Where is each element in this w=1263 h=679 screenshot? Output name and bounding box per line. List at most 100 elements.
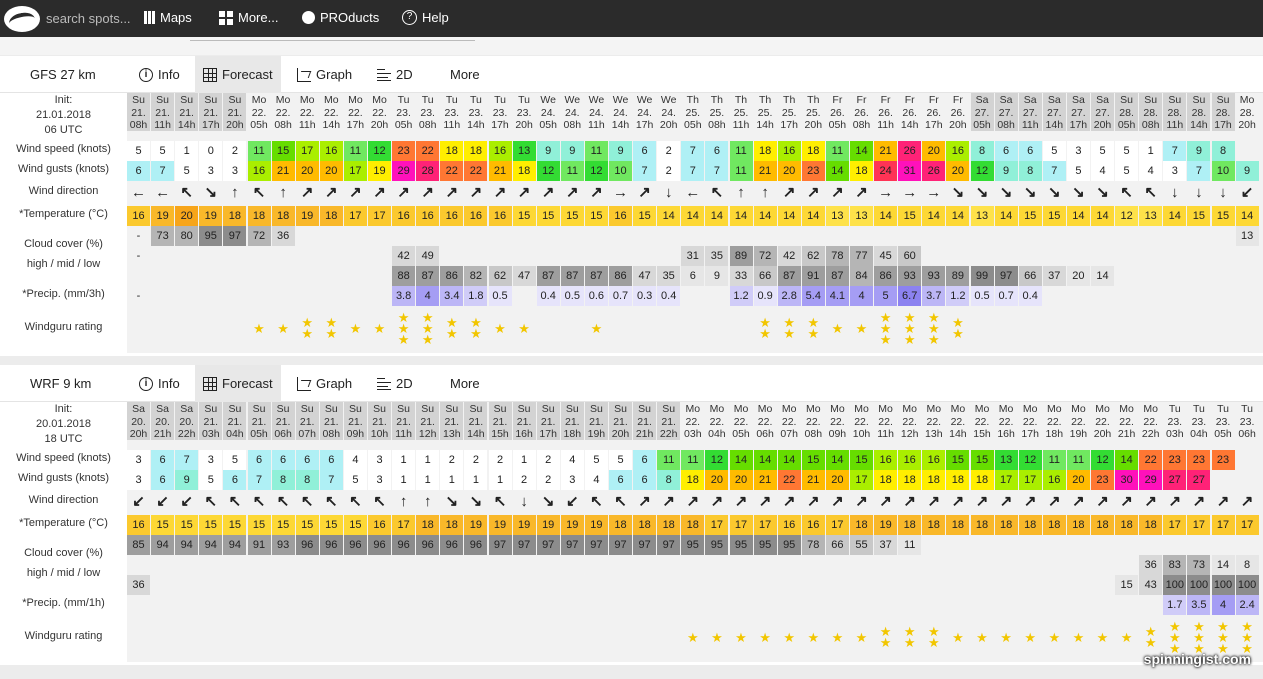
panel-tab-bar: GFS 27 km i Info Forecast Graph 2D More (0, 56, 1263, 93)
rating-cell (1019, 306, 1042, 350)
date-part: 22. (1071, 415, 1086, 428)
tab-forecast[interactable]: Forecast (195, 365, 281, 402)
precip-label: *Precip. (mm/3h) (22, 288, 105, 300)
date-part: 22. (781, 415, 797, 428)
cloud-cell (513, 555, 536, 575)
tab-info[interactable]: i Info (131, 56, 188, 93)
wind-direction-arrow: → (902, 184, 918, 201)
cloud-cell (1019, 555, 1042, 575)
wind-speed-cell: 14 (777, 450, 801, 470)
tab-more[interactable]: More (423, 56, 488, 93)
date-part: Su (397, 403, 411, 415)
search-input[interactable]: search spots... (46, 11, 131, 26)
date-cell: Tu 23. 05h (392, 93, 416, 131)
date-cell: Mo 22. 21h (1115, 402, 1139, 440)
wind-direction-arrow: ↖ (325, 493, 338, 510)
date-part: 21h (153, 428, 172, 440)
cloud-cell (1091, 575, 1114, 595)
temperature-cell: 18 (1115, 515, 1139, 535)
rating-cell (223, 306, 246, 350)
temperature-cell: 15 (175, 515, 199, 535)
wind-gusts-cell: 7 (633, 161, 657, 181)
date-part: 25. (733, 106, 749, 119)
wind-direction-arrow: ↑ (761, 184, 769, 201)
wind-speed-cell: 6 (295, 450, 319, 470)
maps-label: Maps (160, 10, 192, 25)
date-part: Su (228, 94, 242, 106)
cloud-cell (392, 575, 415, 595)
wind-gusts-cell: 20 (729, 470, 753, 490)
date-part: 20. (155, 415, 170, 428)
date-part: 22. (1143, 415, 1158, 428)
date-part: 08h (129, 119, 148, 131)
tab-2d[interactable]: 2D (369, 365, 421, 402)
cloud-cell (971, 535, 994, 555)
cloud-cell (537, 226, 560, 246)
date-part: 03h (1166, 428, 1184, 440)
tab-info[interactable]: i Info (131, 365, 188, 402)
tab-forecast[interactable]: Forecast (195, 56, 281, 93)
wind-direction-arrow: ↑ (399, 493, 408, 510)
cloud-cell (633, 226, 656, 246)
temperature-cell: 17 (729, 515, 753, 535)
wind-speed-cell: 4 (560, 450, 584, 470)
star-icon: ★ (1072, 629, 1085, 645)
rating-cell: ★ ★ ★ (1236, 615, 1259, 659)
rating-cell (633, 306, 656, 350)
star-icon: ★ (927, 309, 940, 325)
date-cell: Su 28. 08h (1139, 93, 1163, 131)
date-part: 23. (492, 106, 508, 119)
wind-speed-cell: 6 (633, 141, 657, 161)
precip-cell (754, 595, 777, 615)
precip-cell: 0.7 (994, 286, 1018, 306)
help-menu[interactable]: ? Help (402, 10, 449, 25)
cloud-cell (754, 226, 777, 246)
rating-cell: ★ (1115, 615, 1138, 659)
date-cell: Tu 23. 06h (1235, 402, 1259, 440)
temperature-cell: 18 (1139, 515, 1163, 535)
cloud-cell: - (136, 230, 141, 242)
tab-more[interactable]: More (423, 365, 488, 402)
tab-2d[interactable]: 2D (369, 56, 421, 93)
date-part: 20h (1238, 119, 1256, 131)
precip-cell (223, 286, 246, 306)
precip-cell (1139, 286, 1162, 306)
cloud-cell: 11 (898, 535, 922, 555)
wind-gusts-cell: 18 (922, 470, 946, 490)
date-cell: Su 21. 19h (584, 402, 608, 440)
rating-cell: ★ (826, 615, 849, 659)
wind-speed-cell: 16 (922, 450, 946, 470)
rating-cell: ★ (995, 615, 1018, 659)
date-part: Fr (952, 94, 963, 106)
wind-gusts-cell: 1 (464, 470, 488, 490)
wind-direction-arrow: ↗ (927, 493, 941, 510)
temperature-cell: 14 (705, 206, 729, 226)
temperature-cell: 18 (1091, 515, 1114, 535)
date-part: Tu (494, 94, 506, 106)
maps-menu[interactable]: Maps (144, 10, 192, 25)
cloud-cell (392, 226, 415, 246)
wind-direction-arrow: ↖ (710, 184, 724, 201)
star-icon: ★ (1193, 640, 1205, 656)
windguru-logo[interactable] (4, 6, 40, 32)
wind-speed-cell: 11 (729, 141, 753, 161)
wind-gusts-cell: 21 (488, 161, 512, 181)
temperature-cell: 14 (753, 206, 777, 226)
cloud-cell (874, 226, 897, 246)
temperature-cell: 18 (970, 515, 994, 535)
precip-cell (151, 286, 174, 306)
more-menu[interactable]: More... (219, 10, 278, 25)
date-cell: Su 21. 03h (199, 402, 223, 440)
date-part: 22. (733, 415, 749, 428)
products-menu[interactable]: PROducts (302, 10, 379, 25)
rating-cell: ★ ★ (296, 306, 319, 350)
star-icon: ★ (1217, 618, 1229, 634)
star-icon: ★ (421, 331, 434, 347)
temperature-cell: 15 (1018, 206, 1042, 226)
star-icon: ★ (1168, 629, 1181, 645)
watermark: spinningist.com (1143, 651, 1251, 667)
precip-cell (537, 595, 560, 615)
rating-stars: ★ (850, 615, 873, 659)
tab-graph[interactable]: Graph (289, 365, 360, 402)
tab-graph[interactable]: Graph (289, 56, 360, 93)
